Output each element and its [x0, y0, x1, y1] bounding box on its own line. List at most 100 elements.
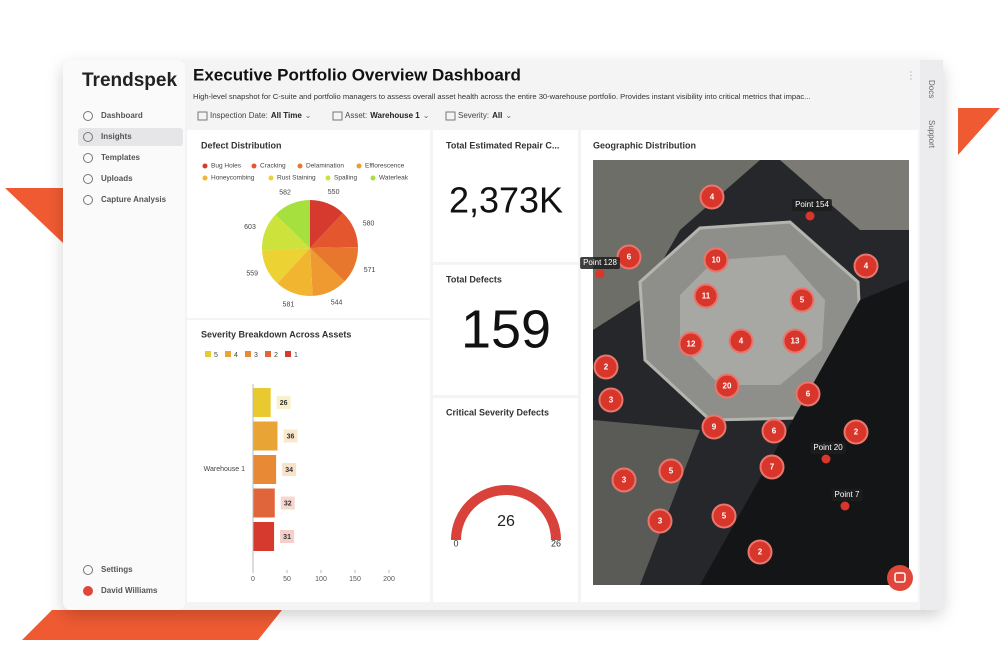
map-point[interactable] — [805, 211, 815, 221]
data-label: 580 — [363, 221, 375, 228]
map-cluster[interactable] — [703, 247, 729, 273]
chevron: ⌄ — [305, 111, 312, 120]
gauge-arc — [451, 485, 561, 541]
cluster-count: 6 — [772, 427, 777, 436]
map-cluster[interactable] — [598, 387, 624, 413]
map-cluster[interactable] — [693, 283, 719, 309]
pie-slice — [277, 248, 313, 296]
nav-icon — [83, 174, 93, 184]
filter-label[interactable]: Inspection Date: — [210, 111, 268, 120]
map-cluster[interactable] — [759, 454, 785, 480]
map-cluster[interactable] — [711, 503, 737, 529]
cluster-count: 4 — [739, 337, 744, 346]
data-label: 31 — [283, 534, 291, 541]
filter-value[interactable]: All Time — [271, 111, 303, 120]
map-cluster[interactable] — [714, 373, 740, 399]
data-label: 581 — [283, 301, 295, 308]
chat-button[interactable] — [887, 565, 913, 591]
category-label: Warehouse 1 — [204, 466, 245, 473]
side-tab[interactable]: Docs — [927, 80, 936, 98]
filter-label[interactable]: Asset: — [345, 111, 367, 120]
map-cluster[interactable] — [761, 418, 787, 444]
bar — [253, 388, 271, 417]
label-box — [280, 496, 295, 510]
nav-item[interactable]: Capture Analysis — [101, 195, 167, 204]
point-label: Point 20 — [813, 443, 843, 452]
legend-swatch — [356, 163, 362, 169]
legend-label: Waterleak — [379, 175, 409, 182]
cluster-count: 4 — [864, 262, 869, 271]
map-cluster[interactable] — [853, 253, 879, 279]
legend-label: Rust Staining — [277, 175, 316, 182]
map-cluster[interactable] — [647, 508, 673, 534]
cluster-count: 7 — [770, 463, 775, 472]
x-tick-label: 150 — [349, 576, 361, 583]
label-box — [276, 396, 291, 409]
gauge-value: 26 — [497, 513, 515, 530]
side-tab[interactable]: Support — [927, 120, 936, 149]
map-cluster[interactable] — [593, 354, 619, 380]
bar — [253, 421, 278, 451]
legend-label: Delamination — [306, 163, 344, 170]
pie-slice — [310, 248, 345, 296]
x-tick-label: 50 — [283, 576, 291, 583]
avatar — [83, 586, 93, 596]
map-cluster[interactable] — [843, 419, 869, 445]
cluster-count: 2 — [604, 363, 609, 372]
filter-value[interactable]: All — [492, 111, 502, 120]
x-tick-label: 100 — [315, 576, 327, 583]
chevron: ⌄ — [505, 111, 512, 120]
point-label: Point 128 — [583, 258, 617, 267]
legend-label: Cracking — [260, 163, 286, 170]
panel — [433, 130, 578, 262]
map-cluster[interactable] — [701, 414, 727, 440]
panel — [187, 320, 430, 602]
nav-item[interactable]: Templates — [101, 153, 141, 162]
map-cluster[interactable] — [782, 328, 808, 354]
legend-swatch — [202, 175, 208, 181]
map-area — [780, 160, 909, 230]
page-title: Executive Portfolio Overview Dashboard — [193, 65, 521, 84]
nav-item[interactable]: Insights — [101, 132, 132, 141]
map-cluster[interactable] — [678, 331, 704, 357]
more-menu[interactable]: ⋮ — [906, 71, 916, 82]
cluster-count: 4 — [710, 193, 715, 202]
data-label: 559 — [246, 271, 258, 278]
filter-value[interactable]: Warehouse 1 — [370, 111, 420, 120]
data-label: 550 — [328, 189, 340, 196]
filter-icon — [197, 111, 208, 121]
legend-swatch — [297, 163, 303, 169]
map-point[interactable] — [840, 501, 850, 511]
point-label-bg — [792, 199, 832, 211]
bar — [253, 455, 277, 484]
cluster-count: 3 — [609, 396, 614, 405]
map-cluster[interactable] — [611, 467, 637, 493]
legend-label: Spalling — [334, 175, 358, 182]
cluster-count: 20 — [723, 382, 732, 391]
map-cluster[interactable] — [795, 381, 821, 407]
map-cluster[interactable] — [747, 539, 773, 565]
legend-label: Efflorescence — [365, 163, 405, 170]
nav-item[interactable]: Settings — [101, 565, 133, 574]
map-point[interactable] — [595, 269, 605, 279]
point-label: Point 7 — [835, 490, 860, 499]
cluster-count: 12 — [687, 340, 696, 349]
data-label: 34 — [285, 467, 293, 474]
cluster-count: 11 — [702, 292, 711, 301]
map-point[interactable] — [821, 454, 831, 464]
map-cluster[interactable] — [789, 287, 815, 313]
legend-label: 2 — [274, 352, 278, 359]
legend-swatch — [268, 175, 274, 181]
filter-label[interactable]: Severity: — [458, 111, 489, 120]
nav-item[interactable]: David Williams — [101, 586, 158, 595]
data-label: 571 — [364, 267, 376, 274]
cluster-count: 10 — [712, 256, 721, 265]
map-cluster[interactable] — [728, 328, 754, 354]
map-cluster[interactable] — [658, 458, 684, 484]
nav-item[interactable]: Dashboard — [101, 111, 143, 120]
nav-item[interactable]: Uploads — [101, 174, 133, 183]
page-description: High-level snapshot for C-suite and port… — [193, 92, 811, 101]
pie-slice — [310, 247, 358, 282]
map-cluster[interactable] — [699, 184, 725, 210]
data-label: 32 — [284, 500, 292, 507]
